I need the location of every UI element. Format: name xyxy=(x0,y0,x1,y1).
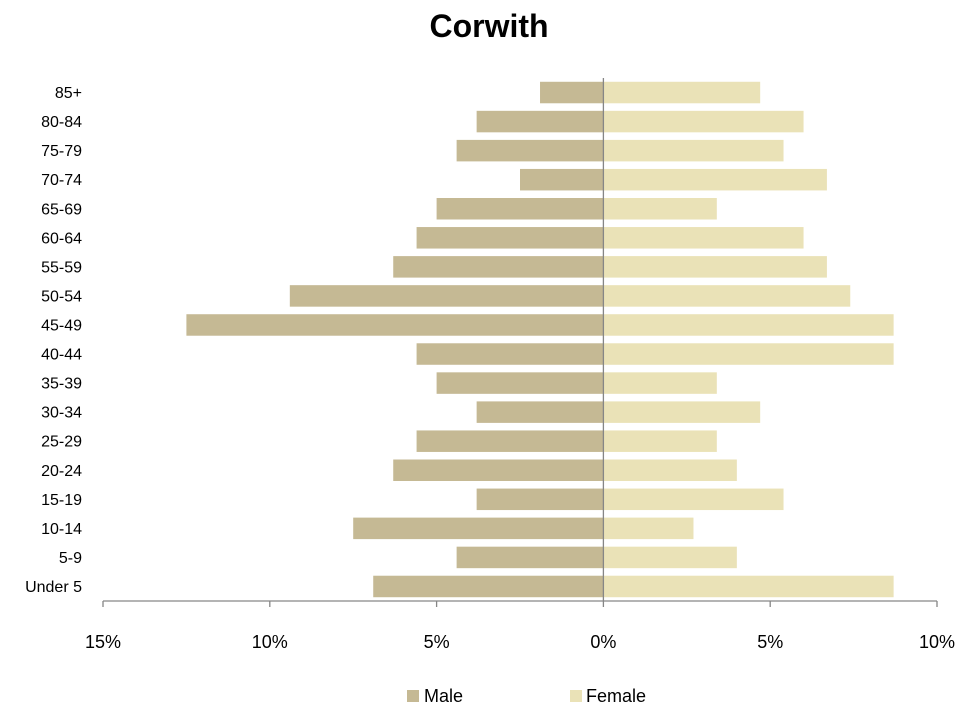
legend: Male Female xyxy=(407,686,646,706)
bar-female-4 xyxy=(603,459,737,481)
bar-male-7 xyxy=(436,372,604,394)
bar-female-14 xyxy=(603,168,827,191)
bar-male-8 xyxy=(416,343,604,365)
chart-title: Corwith xyxy=(429,8,548,44)
category-label-14: 70-74 xyxy=(41,172,82,189)
bar-male-11 xyxy=(393,256,604,278)
bar-female-12 xyxy=(603,227,804,249)
bar-male-4 xyxy=(393,459,604,481)
bar-male-3 xyxy=(476,488,604,511)
category-label-6: 30-34 xyxy=(41,405,82,422)
x-tick-label-4: 5% xyxy=(757,632,783,652)
bar-female-6 xyxy=(603,401,761,423)
category-label-4: 20-24 xyxy=(41,463,82,480)
category-label-1: 5-9 xyxy=(59,550,82,567)
category-label-12: 60-64 xyxy=(41,230,82,247)
bar-female-10 xyxy=(603,285,851,307)
category-label-5: 25-29 xyxy=(41,434,82,451)
category-label-0: Under 5 xyxy=(25,579,82,596)
legend-swatch-male xyxy=(407,690,419,702)
bar-female-13 xyxy=(603,198,717,220)
category-label-17: 85+ xyxy=(55,85,82,102)
x-tick-label-5: 10% xyxy=(919,632,955,652)
bar-female-16 xyxy=(603,110,804,133)
category-label-7: 35-39 xyxy=(41,376,82,393)
category-label-2: 10-14 xyxy=(41,521,82,538)
bar-female-3 xyxy=(603,488,784,511)
bar-male-1 xyxy=(456,546,604,569)
category-label-9: 45-49 xyxy=(41,317,82,334)
bar-male-6 xyxy=(476,401,604,423)
category-labels: Under 5 5-9 10-14 15-19 20-24 25-29 30-34 35-39… xyxy=(25,85,82,596)
bar-male-16 xyxy=(476,110,604,133)
bar-female-2 xyxy=(603,517,694,540)
bar-female-7 xyxy=(603,372,717,394)
legend-label-female: Female xyxy=(586,686,646,706)
bar-female-0 xyxy=(603,575,894,598)
axes: 15% 10% 5% 0% 5% 10% xyxy=(85,78,955,652)
legend-swatch-female xyxy=(570,690,582,702)
bar-male-12 xyxy=(416,227,604,249)
bar-male-9 xyxy=(186,314,604,336)
x-tick-label-0: 15% xyxy=(85,632,121,652)
category-label-16: 80-84 xyxy=(41,114,82,131)
bar-female-5 xyxy=(603,430,717,452)
bar-male-0 xyxy=(373,575,604,598)
bar-female-15 xyxy=(603,139,784,162)
bar-female-9 xyxy=(603,314,894,336)
bar-female-8 xyxy=(603,343,894,365)
category-label-3: 15-19 xyxy=(41,492,82,509)
bar-male-2 xyxy=(353,517,604,540)
bars-layer xyxy=(186,81,894,598)
x-tick-label-3: 0% xyxy=(590,632,616,652)
category-label-8: 40-44 xyxy=(41,347,82,364)
bar-male-14 xyxy=(520,168,604,191)
bar-female-1 xyxy=(603,546,737,569)
category-label-10: 50-54 xyxy=(41,288,82,305)
legend-label-male: Male xyxy=(424,686,463,706)
category-label-11: 55-59 xyxy=(41,259,82,276)
bar-male-10 xyxy=(289,285,604,307)
bar-female-11 xyxy=(603,256,827,278)
category-label-15: 75-79 xyxy=(41,143,82,160)
bar-female-17 xyxy=(603,81,761,104)
x-tick-label-2: 5% xyxy=(424,632,450,652)
x-tick-label-1: 10% xyxy=(252,632,288,652)
category-label-13: 65-69 xyxy=(41,201,82,218)
bar-male-5 xyxy=(416,430,604,452)
bar-male-17 xyxy=(540,81,604,104)
bar-male-15 xyxy=(456,139,604,162)
bar-male-13 xyxy=(436,198,604,220)
